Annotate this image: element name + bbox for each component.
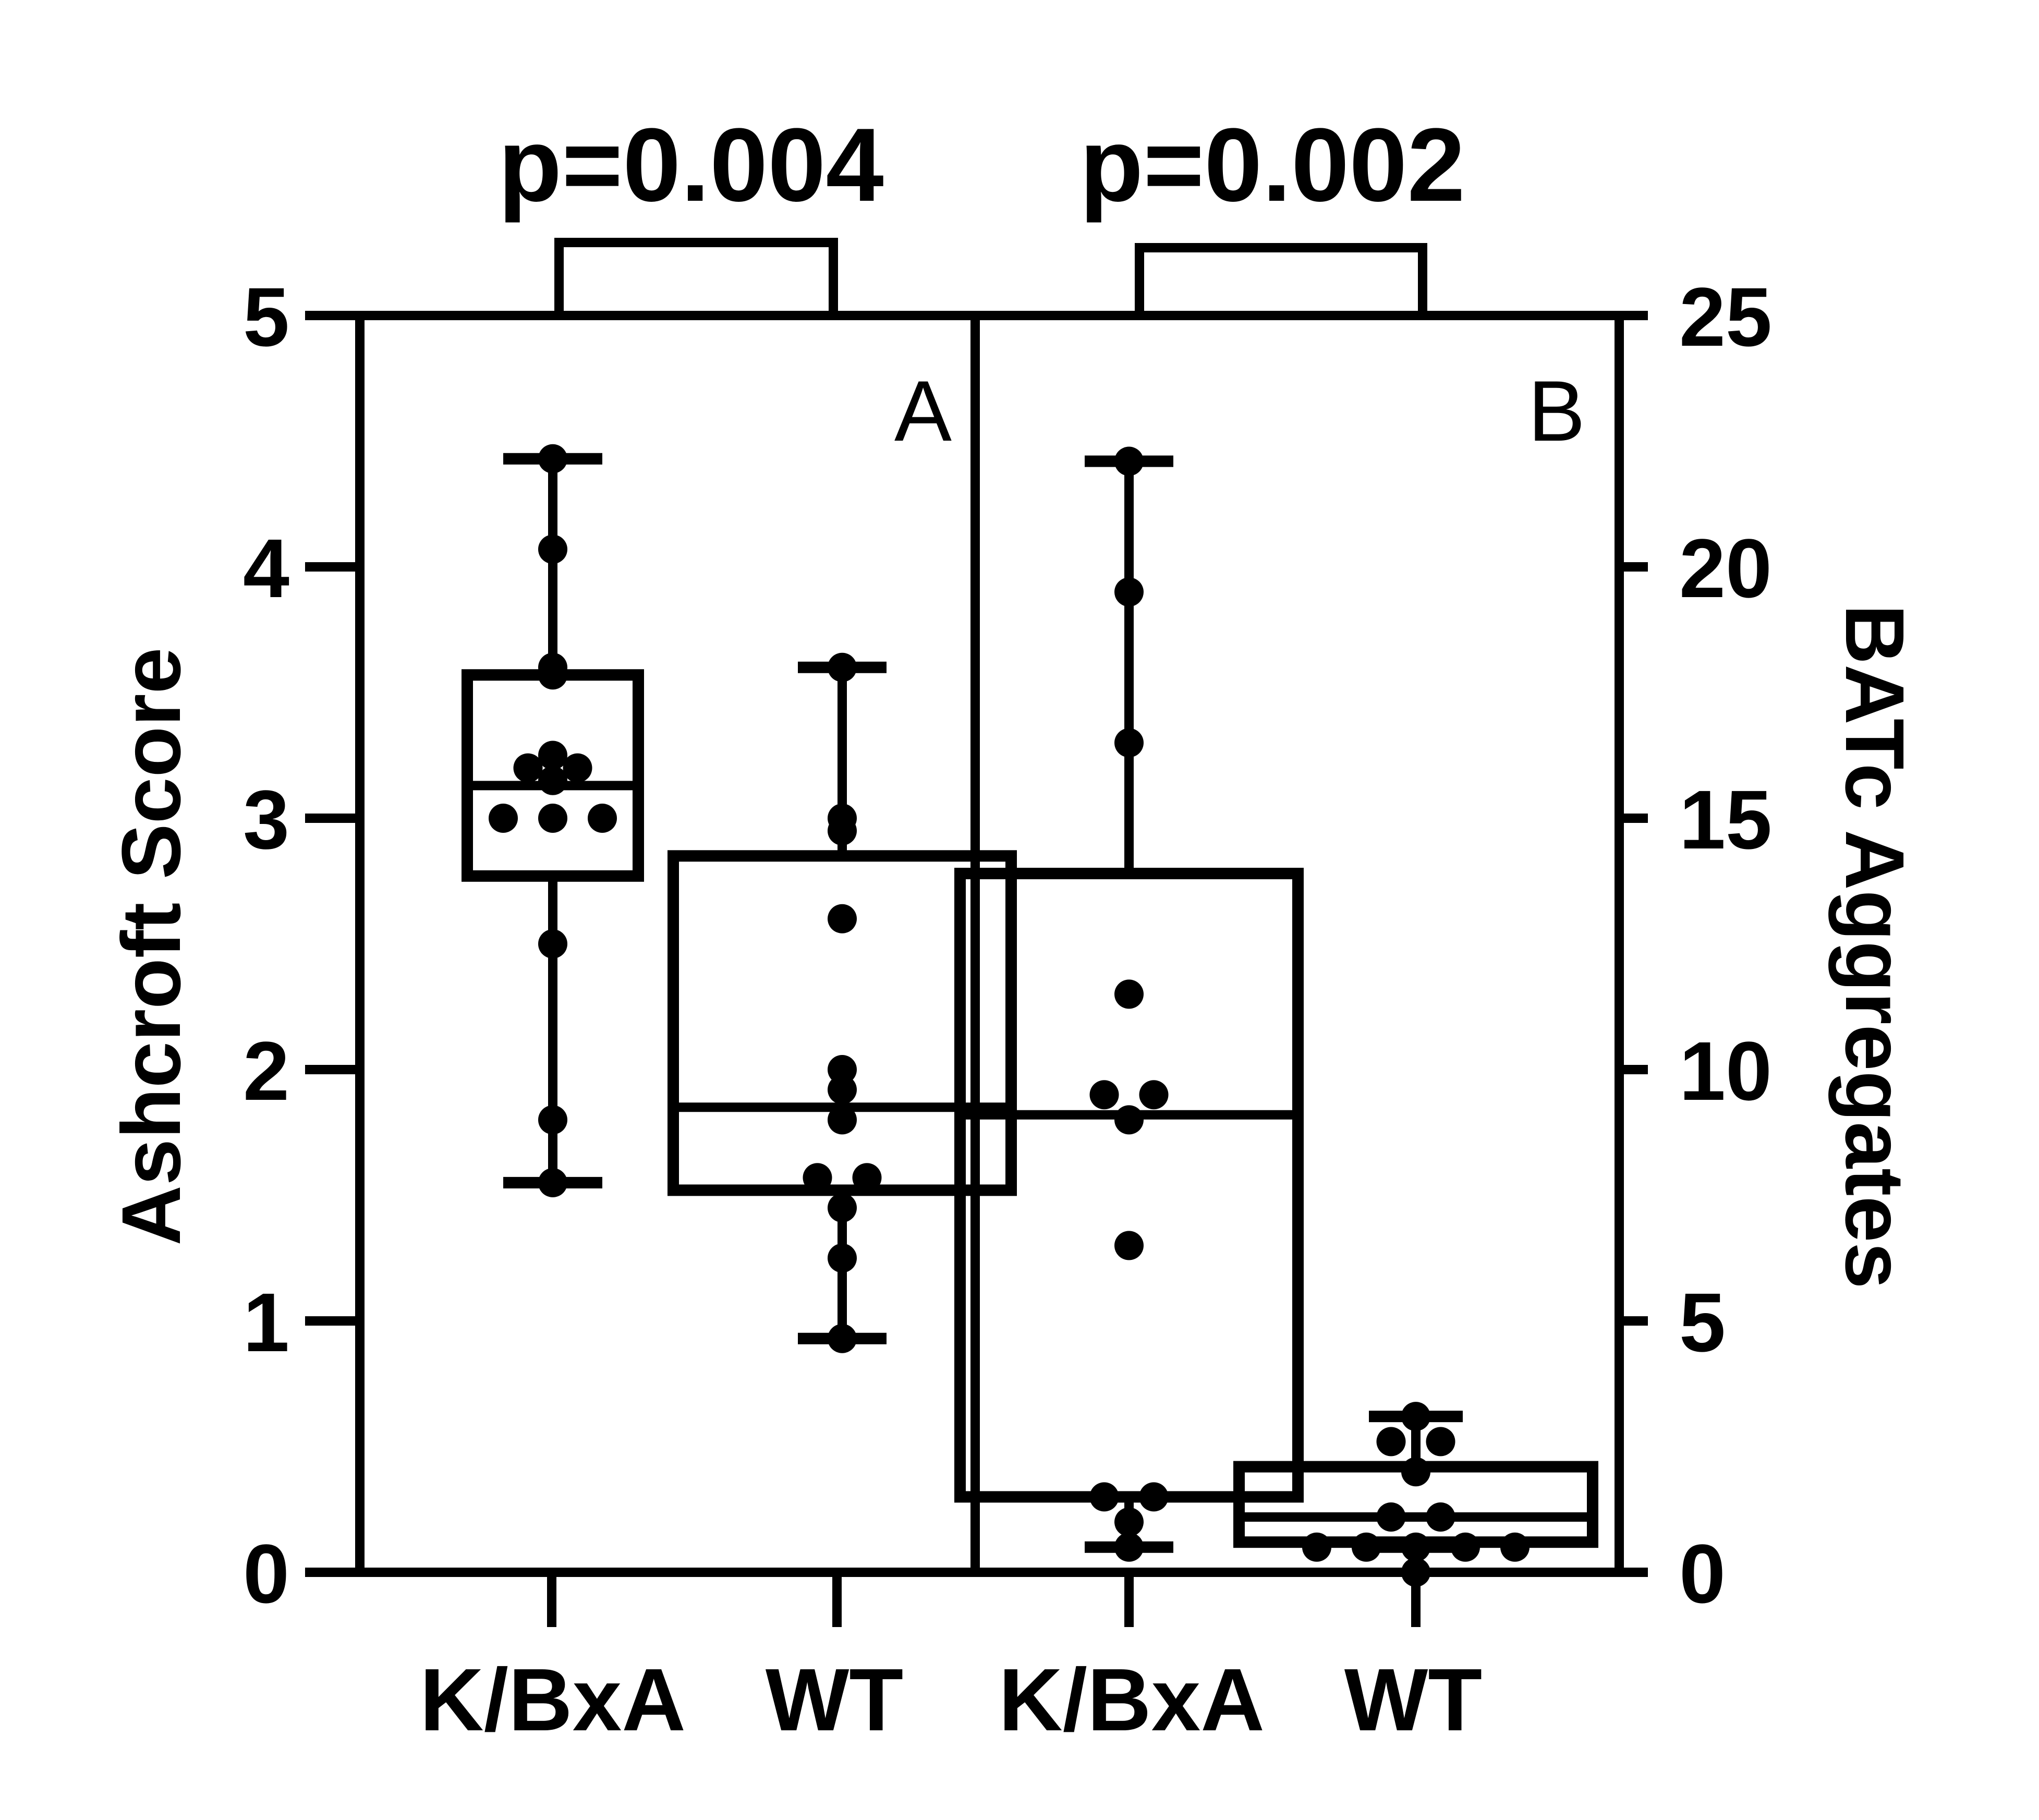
iqr-box — [667, 850, 1017, 1196]
box-a-wt — [667, 652, 1017, 1353]
data-point — [1139, 1080, 1169, 1110]
left-axis-tick-label: 3 — [243, 773, 289, 866]
data-point — [1451, 1532, 1480, 1562]
data-point — [1401, 1558, 1430, 1587]
data-point — [828, 1075, 857, 1105]
left-axis-tick-label: 4 — [243, 521, 289, 615]
x-axis-category-labels: K/BxA WT K/BxA WT — [420, 1651, 1482, 1750]
left-axis-tick-label: 5 — [243, 270, 289, 363]
right-axis-tick-label: 20 — [1679, 521, 1772, 615]
right-axis-tick-label: 15 — [1679, 773, 1772, 866]
x-axis-category-label: K/BxA — [420, 1651, 686, 1750]
data-point — [1114, 1532, 1144, 1562]
iqr-box — [954, 868, 1304, 1503]
data-point — [1114, 446, 1144, 476]
data-point — [1089, 1080, 1119, 1110]
left-axis-tick-label: 1 — [243, 1276, 289, 1369]
data-point — [828, 1055, 857, 1084]
left-axis-tick-label: 2 — [243, 1024, 289, 1118]
data-point — [538, 929, 567, 958]
data-point — [1500, 1532, 1530, 1562]
significance-bracket-a — [554, 238, 838, 316]
data-point — [852, 1163, 882, 1193]
data-point — [828, 804, 857, 833]
data-point — [489, 804, 518, 833]
x-axis-ticks — [547, 1572, 1421, 1627]
data-point — [1376, 1502, 1406, 1532]
box-a-kbxa — [462, 444, 644, 1197]
data-point — [513, 753, 543, 783]
data-point — [1114, 1507, 1144, 1537]
p-value-b: p=0.002 — [1079, 107, 1465, 223]
p-value-a: p=0.004 — [498, 107, 883, 223]
data-point — [1352, 1532, 1381, 1562]
data-point — [1376, 1427, 1406, 1457]
left-axis-ticks: 0 1 2 3 4 5 — [243, 270, 360, 1620]
right-axis-tick-label: 0 — [1679, 1527, 1726, 1620]
data-point — [1089, 1482, 1119, 1512]
data-point — [1114, 1105, 1144, 1135]
left-axis-title: Ashcroft Score — [104, 648, 198, 1246]
x-axis-category-label: WT — [766, 1651, 903, 1750]
box-plot-marks — [462, 444, 1598, 1587]
data-point — [1114, 1231, 1144, 1260]
panel-label-b: B — [1528, 363, 1585, 459]
data-point — [828, 1324, 857, 1353]
data-point — [538, 1105, 567, 1135]
data-point — [538, 444, 567, 474]
data-point — [1302, 1532, 1331, 1562]
data-point — [588, 804, 617, 833]
right-axis-tick-label: 25 — [1679, 270, 1772, 363]
data-point — [1139, 1482, 1169, 1512]
data-point — [563, 753, 592, 783]
data-point — [1426, 1502, 1455, 1532]
data-point — [538, 766, 567, 795]
data-point — [1426, 1427, 1455, 1457]
data-point — [1401, 1457, 1430, 1487]
data-point — [1401, 1402, 1430, 1431]
left-axis-tick-label: 0 — [243, 1527, 289, 1620]
data-point — [538, 1168, 567, 1197]
box-b-kbxa — [954, 446, 1304, 1562]
data-point — [1114, 728, 1144, 758]
right-axis-ticks: 0 5 10 15 20 25 — [1619, 270, 1772, 1620]
data-point — [538, 804, 567, 833]
data-point — [538, 652, 567, 682]
data-point — [828, 652, 857, 682]
panel-label-a: A — [894, 363, 952, 459]
right-axis-title: BATc Aggregates — [1828, 604, 1922, 1289]
right-axis-tick-label: 5 — [1679, 1276, 1726, 1369]
data-point — [828, 1105, 857, 1135]
data-point — [828, 1243, 857, 1273]
data-point — [538, 535, 567, 564]
data-point — [1114, 577, 1144, 607]
data-point — [1401, 1532, 1430, 1562]
data-point — [538, 741, 567, 770]
x-axis-category-label: WT — [1344, 1651, 1482, 1750]
data-point — [1114, 979, 1144, 1009]
data-point — [828, 1193, 857, 1223]
data-point — [828, 904, 857, 933]
right-axis-tick-label: 10 — [1679, 1024, 1772, 1118]
significance-bracket-b — [1135, 243, 1427, 316]
box-b-wt — [1233, 1402, 1598, 1587]
data-point — [803, 1163, 832, 1193]
x-axis-category-label: K/BxA — [999, 1651, 1265, 1750]
